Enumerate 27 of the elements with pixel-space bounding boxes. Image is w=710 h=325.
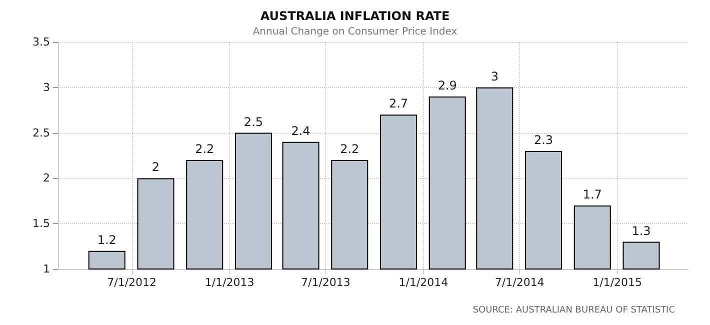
- data-label: 2.4: [291, 124, 310, 138]
- y-tick-label: 2.5: [32, 126, 50, 140]
- y-tick-label: 2: [43, 172, 50, 185]
- y-tick-label: 3: [43, 80, 50, 94]
- x-tick-label: 7/1/2014: [494, 276, 544, 289]
- data-label: 3: [490, 69, 498, 84]
- data-label: 2.2: [340, 142, 360, 156]
- data-label: 1.7: [582, 187, 602, 202]
- y-tick-label: 1: [43, 262, 50, 276]
- x-tick-label: 7/1/2013: [301, 276, 350, 289]
- data-label: 2.3: [534, 132, 554, 147]
- data-label: 2.2: [195, 142, 214, 156]
- data-label: 1.3: [632, 224, 651, 238]
- x-tick-label: 1/1/2015: [592, 276, 642, 289]
- chart-title: AUSTRALIA INFLATION RATE: [260, 9, 450, 23]
- data-label: 2.7: [388, 96, 408, 111]
- y-tick-label: 1.5: [32, 217, 50, 230]
- x-tick-label: 7/1/2012: [107, 276, 157, 289]
- chart-subtitle: Annual Change on Consumer Price Index: [252, 26, 458, 38]
- x-tick-label: 1/1/2014: [398, 276, 448, 289]
- data-label: 2.9: [438, 78, 457, 92]
- x-tick-label: 1/1/2013: [204, 276, 254, 289]
- y-tick-label: 3.5: [32, 36, 50, 48]
- source-note: SOURCE: AUSTRALIAN BUREAU OF STATISTIC: [472, 306, 675, 316]
- data-label: 2.5: [244, 114, 264, 129]
- data-label: 2: [152, 160, 160, 174]
- data-label: 1.2: [97, 232, 116, 247]
